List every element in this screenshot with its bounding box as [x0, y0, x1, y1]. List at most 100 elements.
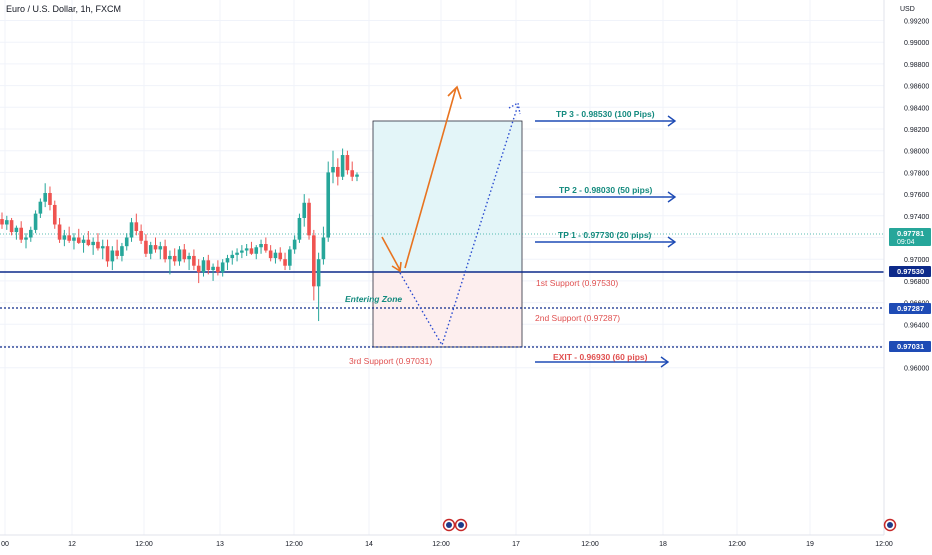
candle[interactable] — [110, 246, 115, 271]
candle[interactable] — [259, 239, 263, 254]
candle[interactable] — [350, 161, 355, 182]
candle[interactable] — [192, 249, 196, 271]
candle[interactable] — [163, 239, 167, 263]
time-axis[interactable]: 00 12 12:00 13 12:00 14 12:00 17 12:00 18 12:00 19 1… — [0, 518, 897, 549]
candle[interactable] — [124, 233, 129, 251]
candle[interactable] — [225, 254, 230, 271]
candle[interactable] — [158, 241, 163, 260]
candle[interactable] — [48, 186, 52, 211]
tp1-arrowhead — [667, 236, 677, 248]
candle[interactable] — [91, 237, 95, 255]
candle[interactable] — [144, 234, 148, 258]
candle[interactable] — [336, 158, 340, 186]
candle[interactable] — [52, 200, 57, 229]
candle[interactable] — [220, 259, 225, 277]
candle[interactable] — [264, 237, 268, 253]
candle[interactable] — [345, 150, 350, 175]
candle[interactable] — [273, 249, 278, 264]
candle-body — [283, 259, 287, 266]
candle[interactable] — [292, 235, 297, 254]
candle[interactable] — [307, 198, 311, 240]
candle[interactable] — [120, 242, 124, 262]
entering-zone-label[interactable]: Entering Zone — [345, 294, 402, 304]
support3-label[interactable]: 3rd Support (0.97031) — [349, 356, 432, 366]
profit-zone[interactable] — [372, 120, 523, 273]
candle[interactable] — [297, 213, 302, 243]
candlestick-series[interactable] — [0, 148, 359, 322]
candle[interactable] — [67, 226, 71, 243]
loss-zone[interactable] — [372, 271, 523, 348]
candle[interactable] — [216, 260, 220, 276]
candle[interactable] — [9, 217, 14, 236]
candle[interactable] — [134, 213, 139, 236]
orange-up-arrow[interactable] — [404, 87, 457, 269]
candle[interactable] — [182, 244, 187, 263]
tp3-label[interactable]: TP 3 - 0.98530 (100 Pips) — [556, 109, 655, 119]
candle[interactable] — [201, 257, 206, 277]
price-tick: 0.97400 — [904, 214, 929, 221]
candle[interactable] — [115, 239, 119, 260]
candle[interactable] — [283, 252, 287, 271]
candle[interactable] — [28, 226, 33, 242]
candle[interactable] — [19, 221, 23, 243]
candle[interactable] — [14, 225, 19, 240]
eu-flag-icon[interactable] — [454, 518, 468, 532]
candle[interactable] — [206, 254, 211, 275]
candle[interactable] — [172, 248, 177, 266]
candle[interactable] — [312, 229, 316, 301]
candle[interactable] — [326, 161, 331, 242]
candle[interactable] — [302, 194, 307, 227]
candle[interactable] — [76, 228, 81, 245]
candle[interactable] — [81, 235, 86, 253]
candle[interactable] — [100, 239, 105, 260]
candle[interactable] — [177, 246, 182, 266]
candle[interactable] — [316, 252, 321, 322]
price-axis[interactable]: USD 0.992000.990000.988000.986000.984000… — [883, 0, 931, 535]
candle[interactable] — [139, 224, 143, 245]
candle[interactable] — [153, 237, 158, 253]
candle[interactable] — [230, 250, 235, 265]
support1-label[interactable]: 1st Support (0.97530) — [536, 278, 618, 288]
candle[interactable] — [57, 217, 62, 243]
candle[interactable] — [268, 245, 273, 262]
candle[interactable] — [196, 259, 201, 284]
candle[interactable] — [105, 239, 110, 267]
candle[interactable] — [38, 198, 43, 218]
us-flag-icon[interactable] — [442, 518, 456, 532]
tp2-label[interactable]: TP 2 - 0.98030 (50 pips) — [559, 185, 653, 195]
candle[interactable] — [321, 226, 326, 265]
candle[interactable] — [235, 248, 239, 262]
candle-body — [72, 237, 76, 241]
candle[interactable] — [187, 252, 191, 271]
candle[interactable] — [331, 150, 335, 184]
candle[interactable] — [148, 241, 153, 260]
candle[interactable] — [62, 229, 67, 247]
tp1-label[interactable]: TP 1 - 0.97730 (20 pips) — [558, 230, 652, 240]
exit-label[interactable]: EXIT - 0.96930 (60 pips) — [553, 352, 648, 362]
candle[interactable] — [278, 247, 283, 262]
candle[interactable] — [211, 263, 215, 281]
candle[interactable] — [244, 244, 249, 256]
symbol-title[interactable]: Euro / U.S. Dollar, 1h, FXCM — [6, 4, 121, 14]
candle[interactable] — [43, 183, 47, 208]
candle[interactable] — [240, 245, 244, 259]
candle[interactable] — [249, 241, 254, 255]
candle[interactable] — [4, 215, 9, 230]
support2-label[interactable]: 2nd Support (0.97287) — [535, 313, 620, 323]
candle[interactable] — [168, 250, 172, 275]
candle[interactable] — [86, 230, 91, 247]
candle[interactable] — [96, 233, 100, 251]
candle[interactable] — [129, 217, 134, 242]
candle[interactable] — [0, 212, 4, 229]
price-tick: 0.96000 — [904, 366, 929, 373]
candle[interactable] — [24, 233, 28, 249]
candle[interactable] — [288, 246, 292, 271]
candle[interactable] — [340, 148, 345, 180]
us-flag-icon-2[interactable] — [883, 518, 897, 532]
candle[interactable] — [254, 245, 259, 260]
orange-down-arrow[interactable] — [381, 236, 401, 271]
candle[interactable] — [355, 172, 359, 182]
candle[interactable] — [33, 210, 38, 234]
candle[interactable] — [72, 233, 76, 250]
